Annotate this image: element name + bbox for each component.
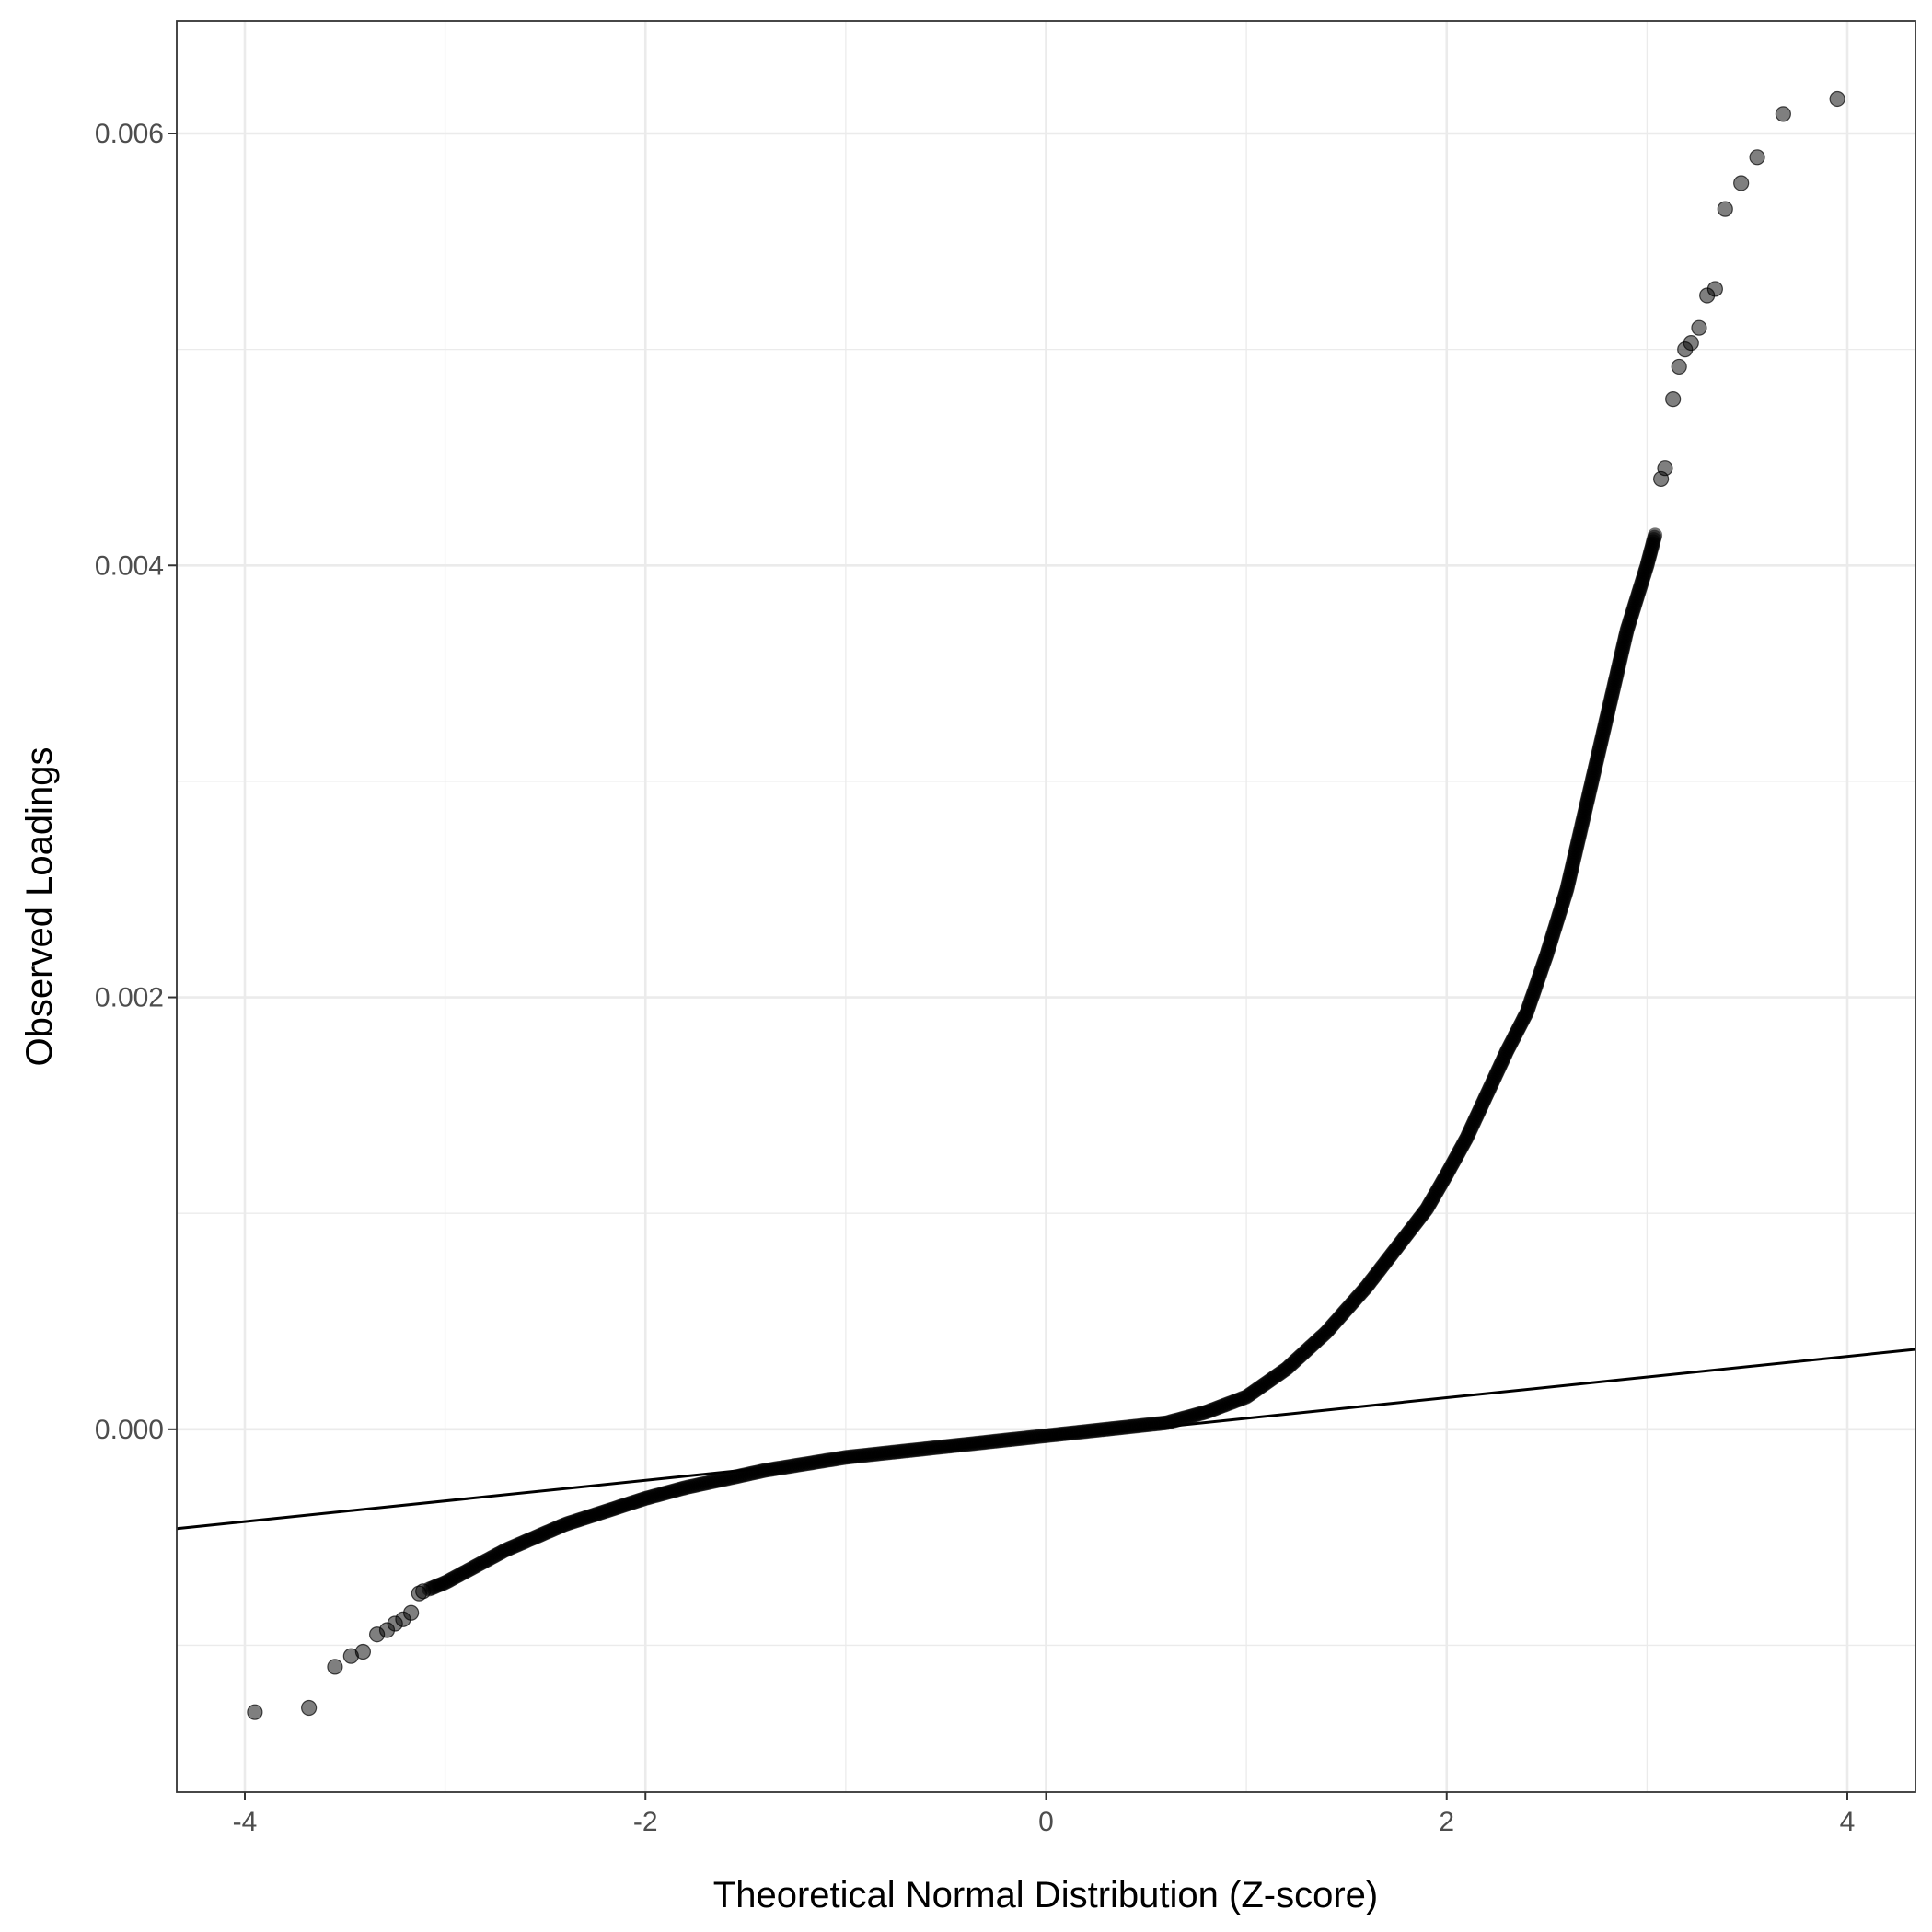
data-point	[327, 1659, 343, 1675]
x-axis-title: Theoretical Normal Distribution (Z-score…	[713, 1875, 1378, 1915]
axes: -4 -2 0 2 4 0.000 0.002 0.004 0.006	[95, 119, 1855, 1837]
y-tick-label: 0.004	[95, 550, 164, 581]
data-point	[354, 1643, 371, 1660]
data-point	[1749, 149, 1765, 166]
data-point	[1829, 90, 1845, 108]
data-point	[1706, 281, 1723, 297]
y-tick-label: 0.000	[95, 1415, 164, 1445]
data-point	[1683, 335, 1699, 352]
data-point	[1665, 391, 1682, 408]
data-point	[1717, 201, 1733, 217]
points-layer	[247, 90, 1845, 1720]
data-point	[1657, 460, 1673, 477]
x-tick-label: -4	[233, 1807, 258, 1837]
x-tick-label: 4	[1840, 1807, 1856, 1837]
data-point	[1648, 527, 1663, 543]
x-tick-label: 2	[1439, 1807, 1454, 1837]
data-point	[1671, 358, 1687, 376]
data-point	[247, 1704, 263, 1720]
data-point	[415, 1583, 432, 1600]
y-tick-label: 0.006	[95, 119, 164, 149]
data-point	[403, 1604, 420, 1621]
y-tick-label: 0.002	[95, 983, 164, 1013]
x-tick-label: -2	[633, 1807, 658, 1837]
y-axis-title: Observed Loadings	[19, 747, 60, 1067]
data-point	[301, 1699, 318, 1717]
data-point	[1775, 106, 1791, 122]
x-tick-label: 0	[1038, 1807, 1054, 1837]
data-point	[1733, 175, 1750, 191]
data-point	[1691, 319, 1707, 336]
